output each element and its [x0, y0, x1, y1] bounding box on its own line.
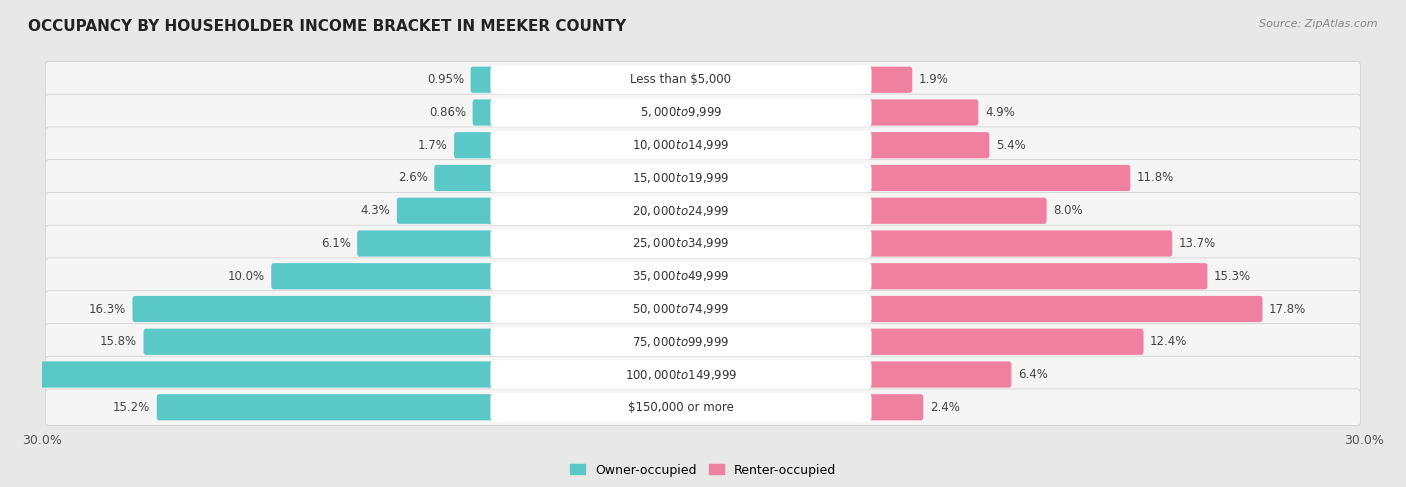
- FancyBboxPatch shape: [396, 198, 496, 224]
- FancyBboxPatch shape: [866, 394, 924, 420]
- FancyBboxPatch shape: [472, 99, 496, 126]
- FancyBboxPatch shape: [45, 192, 1361, 229]
- FancyBboxPatch shape: [45, 389, 1361, 426]
- Text: $75,000 to $99,999: $75,000 to $99,999: [633, 335, 730, 349]
- Text: $10,000 to $14,999: $10,000 to $14,999: [633, 138, 730, 152]
- Text: 4.3%: 4.3%: [360, 204, 391, 217]
- Text: $20,000 to $24,999: $20,000 to $24,999: [633, 204, 730, 218]
- FancyBboxPatch shape: [45, 127, 1361, 164]
- FancyBboxPatch shape: [491, 262, 872, 291]
- FancyBboxPatch shape: [471, 67, 496, 93]
- FancyBboxPatch shape: [45, 160, 1361, 196]
- FancyBboxPatch shape: [866, 361, 1011, 388]
- Text: 17.8%: 17.8%: [1270, 302, 1306, 316]
- FancyBboxPatch shape: [866, 165, 1130, 191]
- FancyBboxPatch shape: [866, 67, 912, 93]
- Text: 4.9%: 4.9%: [986, 106, 1015, 119]
- FancyBboxPatch shape: [132, 296, 496, 322]
- Text: $25,000 to $34,999: $25,000 to $34,999: [633, 237, 730, 250]
- Text: $5,000 to $9,999: $5,000 to $9,999: [640, 106, 723, 119]
- Text: 16.3%: 16.3%: [89, 302, 127, 316]
- FancyBboxPatch shape: [491, 98, 872, 127]
- Text: Less than $5,000: Less than $5,000: [630, 73, 731, 86]
- FancyBboxPatch shape: [866, 99, 979, 126]
- Text: $50,000 to $74,999: $50,000 to $74,999: [633, 302, 730, 316]
- Text: 11.8%: 11.8%: [1137, 171, 1174, 185]
- Text: 6.1%: 6.1%: [321, 237, 350, 250]
- FancyBboxPatch shape: [491, 164, 872, 192]
- FancyBboxPatch shape: [491, 360, 872, 389]
- Text: 0.95%: 0.95%: [427, 73, 464, 86]
- Text: OCCUPANCY BY HOUSEHOLDER INCOME BRACKET IN MEEKER COUNTY: OCCUPANCY BY HOUSEHOLDER INCOME BRACKET …: [28, 19, 626, 35]
- Text: 8.0%: 8.0%: [1053, 204, 1083, 217]
- Text: 10.0%: 10.0%: [228, 270, 264, 283]
- FancyBboxPatch shape: [357, 230, 496, 257]
- FancyBboxPatch shape: [156, 394, 496, 420]
- FancyBboxPatch shape: [491, 229, 872, 258]
- FancyBboxPatch shape: [434, 165, 496, 191]
- Legend: Owner-occupied, Renter-occupied: Owner-occupied, Renter-occupied: [565, 459, 841, 482]
- Text: 15.8%: 15.8%: [100, 335, 136, 348]
- FancyBboxPatch shape: [491, 196, 872, 225]
- FancyBboxPatch shape: [491, 393, 872, 422]
- Text: $35,000 to $49,999: $35,000 to $49,999: [633, 269, 730, 283]
- Text: 0.86%: 0.86%: [429, 106, 465, 119]
- FancyBboxPatch shape: [454, 132, 496, 158]
- FancyBboxPatch shape: [866, 230, 1173, 257]
- FancyBboxPatch shape: [45, 225, 1361, 262]
- FancyBboxPatch shape: [143, 329, 496, 355]
- Text: 1.7%: 1.7%: [418, 139, 447, 152]
- Text: 15.3%: 15.3%: [1213, 270, 1251, 283]
- FancyBboxPatch shape: [866, 198, 1046, 224]
- FancyBboxPatch shape: [866, 329, 1143, 355]
- Text: 6.4%: 6.4%: [1018, 368, 1047, 381]
- FancyBboxPatch shape: [45, 291, 1361, 327]
- FancyBboxPatch shape: [45, 356, 1361, 393]
- Text: 5.4%: 5.4%: [995, 139, 1026, 152]
- FancyBboxPatch shape: [491, 131, 872, 160]
- Text: $100,000 to $149,999: $100,000 to $149,999: [624, 368, 737, 381]
- Text: 2.4%: 2.4%: [929, 401, 960, 414]
- FancyBboxPatch shape: [866, 296, 1263, 322]
- FancyBboxPatch shape: [491, 65, 872, 94]
- Text: Source: ZipAtlas.com: Source: ZipAtlas.com: [1260, 19, 1378, 30]
- FancyBboxPatch shape: [45, 61, 1361, 98]
- Text: $15,000 to $19,999: $15,000 to $19,999: [633, 171, 730, 185]
- Text: 12.4%: 12.4%: [1150, 335, 1188, 348]
- FancyBboxPatch shape: [0, 361, 496, 388]
- FancyBboxPatch shape: [491, 327, 872, 356]
- FancyBboxPatch shape: [45, 94, 1361, 131]
- FancyBboxPatch shape: [45, 323, 1361, 360]
- Text: $150,000 or more: $150,000 or more: [628, 401, 734, 414]
- Text: 13.7%: 13.7%: [1178, 237, 1216, 250]
- Text: 2.6%: 2.6%: [398, 171, 427, 185]
- FancyBboxPatch shape: [271, 263, 496, 289]
- FancyBboxPatch shape: [45, 258, 1361, 295]
- FancyBboxPatch shape: [866, 263, 1208, 289]
- FancyBboxPatch shape: [866, 132, 990, 158]
- Text: 15.2%: 15.2%: [112, 401, 150, 414]
- FancyBboxPatch shape: [491, 295, 872, 323]
- Text: 1.9%: 1.9%: [920, 73, 949, 86]
